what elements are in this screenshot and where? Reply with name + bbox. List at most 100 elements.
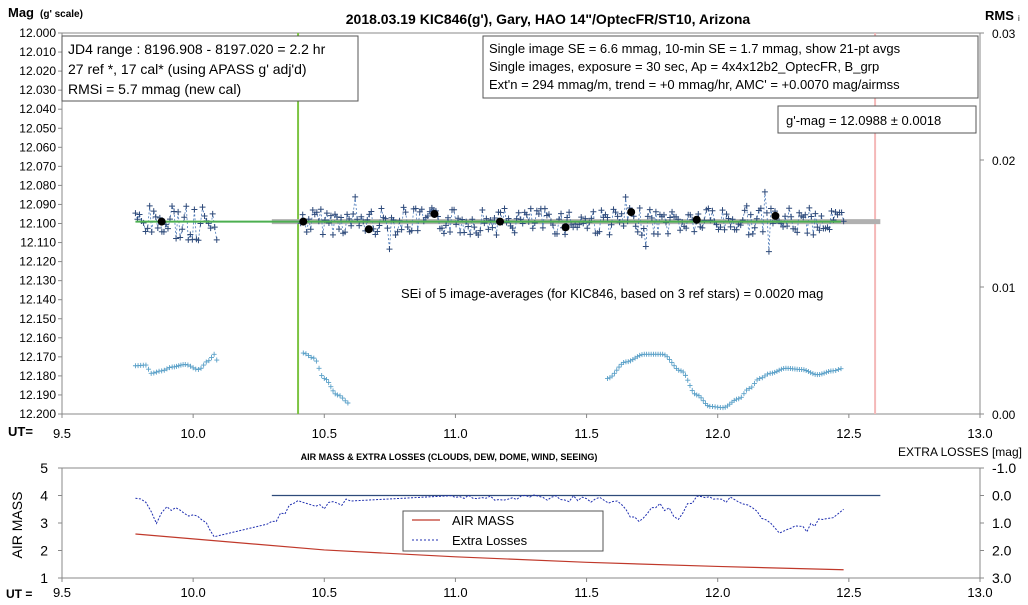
bottom-x-tick-label: 12.0 [705,585,730,600]
single-image-point [491,215,498,222]
rmsi-point [776,367,782,373]
single-image-point [211,224,218,231]
y-tick-label: 12.200 [19,407,56,421]
single-image-point [173,235,180,242]
single-image-point [209,210,216,217]
rmsi-point [685,377,691,383]
rmsi-point [614,367,620,373]
rmsi-point [835,367,841,373]
rmsi-point [694,392,700,398]
single-image-point [759,228,766,235]
single-image-point [523,211,530,218]
single-image-point [780,223,787,230]
single-image-point [590,208,597,215]
legend-losses-label: Extra Losses [452,533,528,548]
rmsi-point [211,351,217,357]
average-point [496,217,505,226]
single-image-point [455,215,462,222]
info-box-right-line-1: Single image SE = 6.6 mmag, 10-min SE = … [489,41,901,56]
rmsi-point [171,364,177,370]
rmsi-point [805,369,811,375]
bottom-y2-tick-label: -1.0 [992,460,1016,476]
rmsi-point [195,367,201,373]
rmsi-point [765,371,771,377]
single-image-point [642,243,649,250]
info-box-left: JD4 range : 8196.908 - 8197.020 = 2.2 hr… [61,35,359,102]
single-image-point [489,224,496,231]
single-image-point [329,231,336,238]
single-image-point [749,230,756,237]
single-image-point [533,207,540,214]
rmsi-point [660,351,666,357]
bottom-y-tick-label: 3 [40,515,48,531]
rmsi-point [143,362,149,368]
single-image-point [828,208,835,215]
y-tick-label: 12.030 [19,83,56,97]
x-axis-label: UT= [8,424,33,439]
single-image-point [374,228,381,235]
single-image-point [414,227,421,234]
x-tick-label: 11.5 [574,426,598,441]
single-image-point [584,225,591,232]
single-image-point [183,203,190,210]
single-image-point [665,230,672,237]
single-image-point [342,229,349,236]
info-box-left-line-1: JD4 range : 8196.908 - 8197.020 = 2.2 hr [68,41,326,57]
single-image-point [646,206,653,213]
rmsi-point [838,366,844,372]
single-image-point [477,227,484,234]
rmsi-point [616,364,622,370]
single-image-point [719,207,726,214]
single-image-point [299,211,306,218]
bottom-legend: AIR MASS Extra Losses [402,510,604,552]
y-tick-label: 12.020 [19,64,56,78]
rmsi-point [744,387,750,393]
single-image-point [485,226,492,233]
rmsi-point [311,355,317,361]
single-image-point [394,228,401,235]
sei-note: SEi of 5 image-averages (for KIC846, bas… [393,280,848,306]
single-image-point [743,202,750,209]
single-image-point [398,226,405,233]
single-image-point [201,213,208,220]
rmsi-point [164,366,170,372]
rmsi-point [817,371,823,377]
rmsi-point [176,363,182,369]
single-image-point [175,208,182,215]
single-image-point [132,210,139,217]
rmsi-point [749,384,755,390]
single-image-point [826,226,833,233]
y-tick-label: 12.160 [19,331,56,345]
single-image-point [644,213,651,220]
single-image-point [812,210,819,217]
single-image-point [558,210,565,217]
single-image-point [177,234,184,241]
single-image-point [144,225,151,232]
rmsi-point [330,388,336,394]
single-image-point [683,225,690,232]
single-image-point [327,212,334,219]
single-image-point [348,222,355,229]
y2-tick-label: 0.02 [992,154,1016,168]
single-image-point [794,229,801,236]
single-image-point [648,215,655,222]
single-image-point [443,222,449,229]
single-image-point [181,214,188,221]
single-image-point [465,223,472,230]
single-image-point [169,203,176,210]
single-image-point [727,223,734,230]
rmsi-point [687,383,693,389]
single-image-point [614,213,621,220]
sei-note-text: SEi of 5 image-averages (for KIC846, bas… [401,286,823,301]
rmsi-point [671,363,677,369]
y2-axis-sublabel: i [1018,14,1020,23]
bottom-y2-tick-label: 1.0 [992,515,1012,531]
single-image-point [317,206,324,213]
single-image-point [207,225,214,232]
rmsi-point [605,375,611,381]
rmsi-point [625,359,631,365]
single-image-point [816,227,823,234]
single-image-point [545,211,552,218]
single-image-point [323,210,330,217]
